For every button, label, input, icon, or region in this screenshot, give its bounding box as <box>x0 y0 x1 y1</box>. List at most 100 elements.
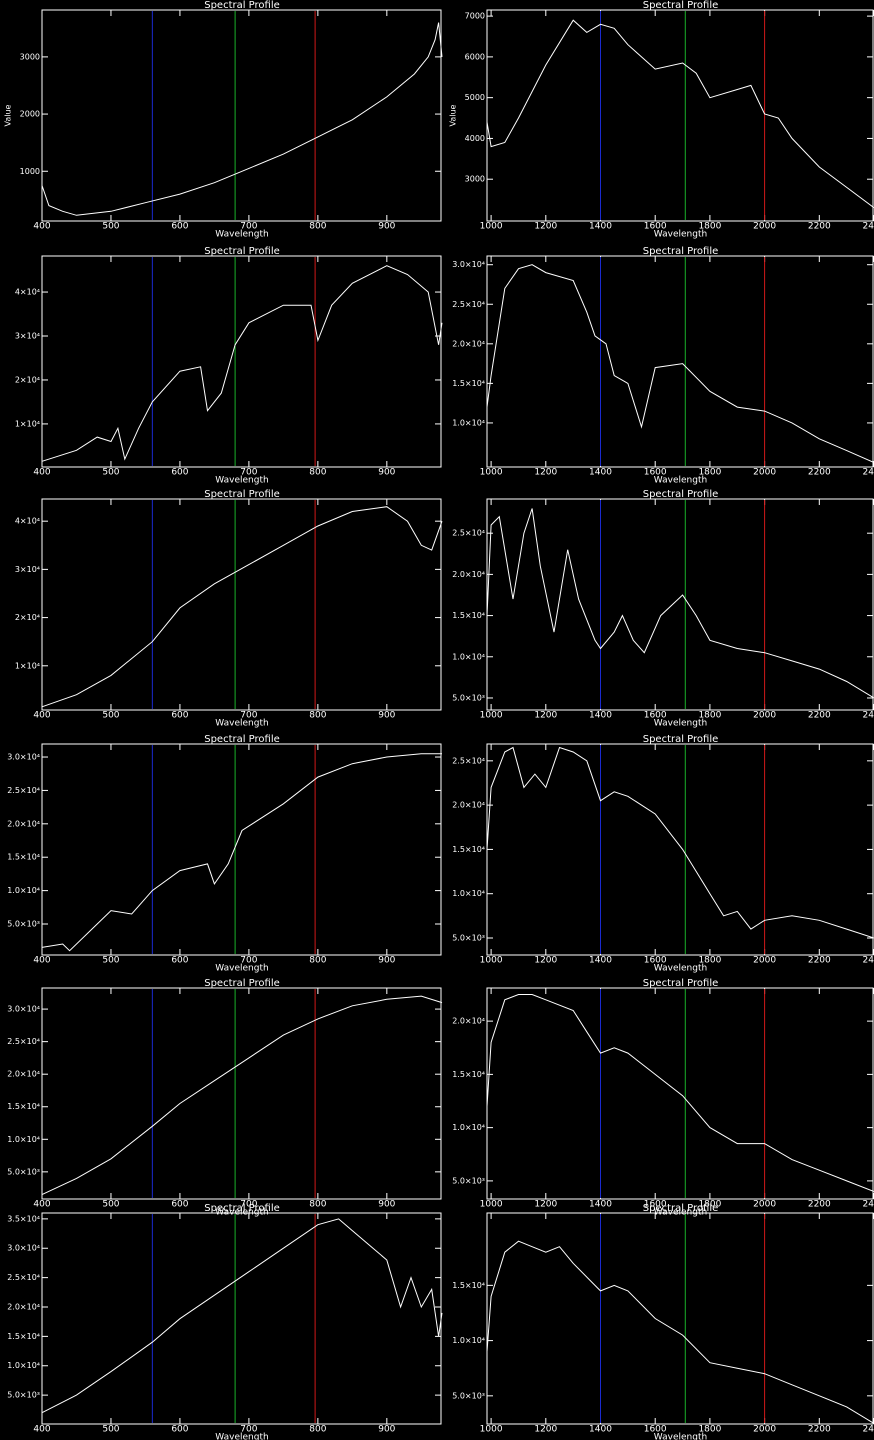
x-tick-label: 2200 <box>808 1200 831 1210</box>
x-tick-label: 400 <box>33 1425 50 1435</box>
spectrum-line <box>487 995 874 1192</box>
x-tick-label: 800 <box>309 1200 326 1210</box>
spectrum-line <box>42 266 442 462</box>
x-tick-label: 700 <box>240 711 257 721</box>
x-tick-label: 1200 <box>534 956 557 966</box>
y-tick-label: 5.0×10³ <box>7 920 40 929</box>
y-tick-label: 1.5×10⁴ <box>452 1281 485 1290</box>
x-tick-label: 500 <box>102 711 119 721</box>
x-tick-label: 400 <box>33 468 50 478</box>
x-tick-label: 500 <box>102 956 119 966</box>
x-tick-label: 700 <box>240 222 257 232</box>
x-tick-label: 1400 <box>589 222 612 232</box>
x-tick-label: 2200 <box>808 711 831 721</box>
y-tick-label: 2.0×10⁴ <box>452 339 485 348</box>
chart-title: Spectral Profile <box>204 978 280 989</box>
x-tick-label: 2200 <box>808 468 831 478</box>
chart-title: Spectral Profile <box>643 489 719 500</box>
y-tick-label: 2.5×10⁴ <box>7 1037 40 1046</box>
y-tick-label: 1.0×10⁴ <box>7 1361 40 1370</box>
x-tick-label: 2000 <box>753 711 776 721</box>
y-tick-label: 1×10⁴ <box>15 661 40 670</box>
plot-frame <box>487 744 873 955</box>
chart-title: Spectral Profile <box>643 246 719 257</box>
y-tick-label: 5.0×10³ <box>452 1176 485 1185</box>
y-tick-label: 2.0×10⁴ <box>452 570 485 579</box>
y-tick-label: 2.0×10⁴ <box>452 801 485 810</box>
x-tick-label: 1800 <box>698 468 721 478</box>
x-tick-label: 500 <box>102 468 119 478</box>
chart-title: Spectral Profile <box>643 1203 719 1214</box>
plot-frame <box>487 1213 873 1424</box>
plot-frame <box>42 1213 441 1424</box>
x-tick-label: 900 <box>378 711 395 721</box>
y-tick-label: 5.0×10³ <box>452 693 485 702</box>
y-tick-label: 2000 <box>20 110 40 119</box>
x-tick-label: 1200 <box>534 1425 557 1435</box>
y-tick-label: 1000 <box>20 167 40 176</box>
y-tick-label: 1.0×10⁴ <box>452 418 485 427</box>
x-tick-label: 1600 <box>644 222 667 232</box>
y-tick-label: 4×10⁴ <box>15 288 40 297</box>
x-tick-label: 400 <box>33 222 50 232</box>
x-tick-label: 1200 <box>534 468 557 478</box>
x-tick-label: 1000 <box>480 222 503 232</box>
x-tick-label: 600 <box>171 956 188 966</box>
y-tick-label: 2.5×10⁴ <box>452 300 485 309</box>
x-tick-label: 2200 <box>808 956 831 966</box>
x-tick-label: 2400 <box>863 956 874 966</box>
chart-title: Spectral Profile <box>204 1203 280 1214</box>
x-tick-label: 2200 <box>808 1425 831 1435</box>
x-tick-label: 800 <box>309 468 326 478</box>
x-tick-label: 800 <box>309 711 326 721</box>
x-tick-label: 1200 <box>534 1200 557 1210</box>
y-tick-label: 1.0×10⁴ <box>452 1123 485 1132</box>
x-tick-label: 2200 <box>808 222 831 232</box>
y-tick-label: 5.0×10³ <box>7 1391 40 1400</box>
y-tick-label: 1.0×10⁴ <box>7 886 40 895</box>
x-tick-label: 400 <box>33 956 50 966</box>
x-tick-label: 600 <box>171 711 188 721</box>
y-tick-label: 1.0×10⁴ <box>7 1135 40 1144</box>
chart-title: Spectral Profile <box>643 978 719 989</box>
y-tick-label: 3000 <box>20 52 40 61</box>
y-tick-label: 4000 <box>465 134 485 143</box>
y-tick-label: 5000 <box>465 93 485 102</box>
plot-frame <box>42 499 441 710</box>
plot-frame <box>487 499 873 710</box>
chart-title: Spectral Profile <box>204 0 280 11</box>
y-tick-label: 2.0×10⁴ <box>7 819 40 828</box>
y-tick-label: 3000 <box>465 175 485 184</box>
y-axis-label: Value <box>449 104 458 126</box>
x-tick-label: 900 <box>378 1200 395 1210</box>
x-tick-label: 600 <box>171 222 188 232</box>
chart-title: Spectral Profile <box>204 734 280 745</box>
y-tick-label: 1.0×10⁴ <box>452 652 485 661</box>
y-tick-label: 2.0×10⁴ <box>7 1070 40 1079</box>
x-tick-label: 2400 <box>863 1200 874 1210</box>
x-tick-label: 900 <box>378 468 395 478</box>
spectrum-line <box>487 1241 874 1423</box>
spectrum-line <box>487 748 874 939</box>
y-tick-label: 7000 <box>465 12 485 21</box>
x-tick-label: 1000 <box>480 956 503 966</box>
y-tick-label: 4×10⁴ <box>15 517 40 526</box>
spectrum-line <box>487 20 874 208</box>
x-tick-label: 2000 <box>753 222 776 232</box>
x-tick-label: 700 <box>240 956 257 966</box>
x-tick-label: 2400 <box>863 468 874 478</box>
spectrum-line <box>42 1219 442 1413</box>
y-tick-label: 6000 <box>465 52 485 61</box>
x-tick-label: 800 <box>309 956 326 966</box>
x-tick-label: 1000 <box>480 1200 503 1210</box>
y-tick-label: 1.5×10⁴ <box>7 1332 40 1341</box>
y-tick-label: 1.5×10⁴ <box>452 379 485 388</box>
x-tick-label: 1200 <box>534 711 557 721</box>
x-tick-label: 2000 <box>753 1200 776 1210</box>
x-tick-label: 1800 <box>698 711 721 721</box>
y-tick-label: 3.0×10⁴ <box>7 753 40 762</box>
x-tick-label: 500 <box>102 1200 119 1210</box>
y-tick-label: 1×10⁴ <box>15 419 40 428</box>
x-tick-label: 600 <box>171 1200 188 1210</box>
x-tick-label: 700 <box>240 1425 257 1435</box>
